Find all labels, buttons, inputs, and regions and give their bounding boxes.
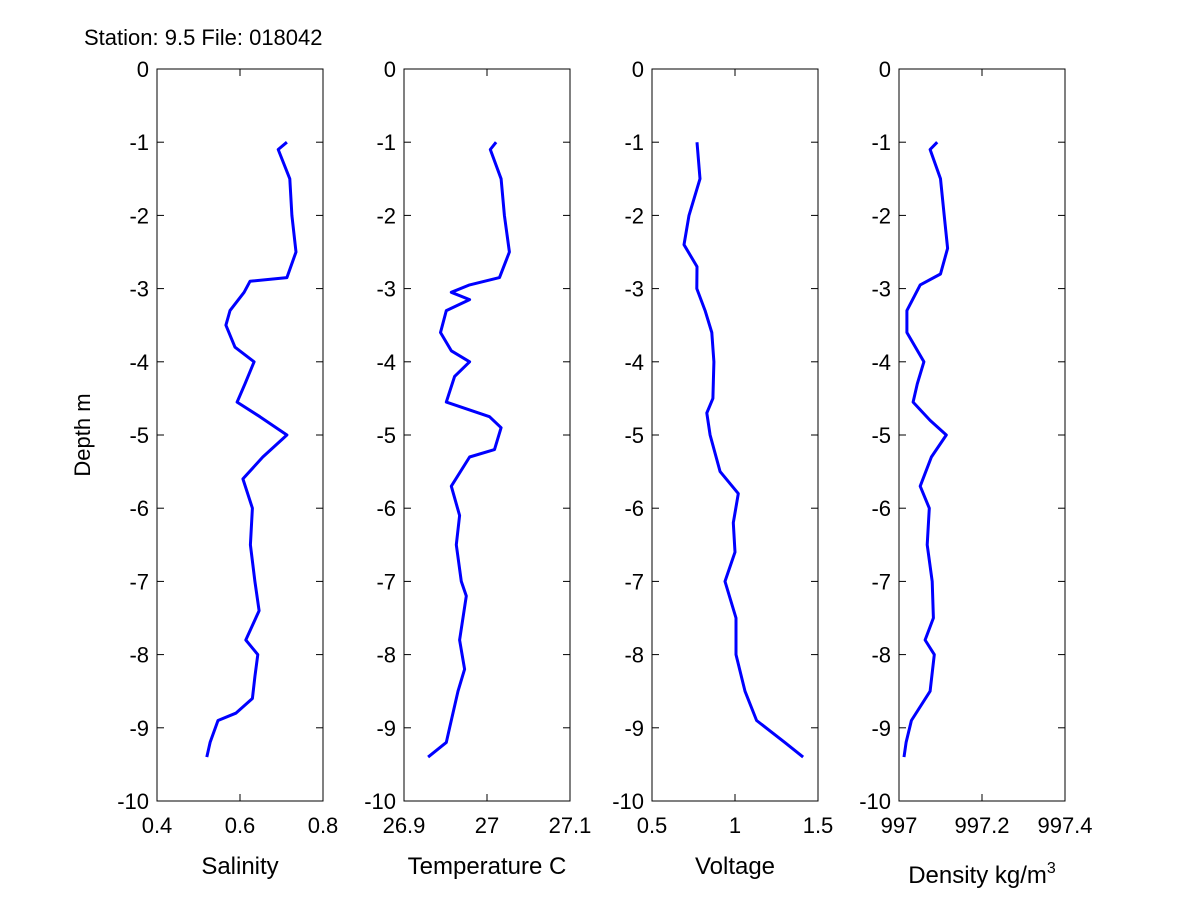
x-tick-label: 1.5 bbox=[803, 813, 834, 838]
x-tick-label: 1 bbox=[729, 813, 741, 838]
y-tick-label: -6 bbox=[376, 496, 396, 521]
y-tick-label: 0 bbox=[137, 57, 149, 82]
y-tick-label: -7 bbox=[624, 569, 644, 594]
y-tick-label: -6 bbox=[129, 496, 149, 521]
y-tick-label: -3 bbox=[129, 277, 149, 302]
y-tick-label: -5 bbox=[129, 423, 149, 448]
y-tick-label: -1 bbox=[624, 130, 644, 155]
x-tick-label: 0.4 bbox=[142, 813, 173, 838]
y-tick-label: -7 bbox=[376, 569, 396, 594]
y-tick-label: -10 bbox=[364, 789, 396, 814]
x-axis-label: Temperature C bbox=[408, 853, 567, 880]
y-tick-label: -6 bbox=[871, 496, 891, 521]
y-tick-label: -8 bbox=[376, 643, 396, 668]
x-axis-label: Voltage bbox=[695, 853, 775, 880]
x-tick-label: 997.4 bbox=[1037, 813, 1092, 838]
x-tick-label: 997.2 bbox=[954, 813, 1009, 838]
y-tick-label: -10 bbox=[117, 789, 149, 814]
y-tick-label: -3 bbox=[376, 277, 396, 302]
x-tick-label: 26.9 bbox=[383, 813, 426, 838]
y-tick-label: 0 bbox=[632, 57, 644, 82]
x-tick-label: 27.1 bbox=[549, 813, 592, 838]
profile-line-voltage bbox=[682, 142, 805, 759]
y-tick-label: -4 bbox=[624, 350, 644, 375]
y-tick-label: -7 bbox=[129, 569, 149, 594]
y-tick-label: -2 bbox=[376, 203, 396, 228]
y-tick-label: -2 bbox=[871, 203, 891, 228]
y-tick-label: -10 bbox=[612, 789, 644, 814]
profile-line-salinity bbox=[205, 141, 298, 758]
figure-title: Station: 9.5 File: 018042 bbox=[84, 25, 323, 50]
y-tick-label: -9 bbox=[376, 716, 396, 741]
y-tick-label: -9 bbox=[129, 716, 149, 741]
y-tick-label: -3 bbox=[871, 277, 891, 302]
y-tick-label: 0 bbox=[384, 57, 396, 82]
y-tick-label: -1 bbox=[129, 130, 149, 155]
y-tick-label: -8 bbox=[871, 643, 891, 668]
y-tick-label: -6 bbox=[624, 496, 644, 521]
y-tick-label: -2 bbox=[624, 203, 644, 228]
y-tick-label: -5 bbox=[376, 423, 396, 448]
x-tick-label: 0.8 bbox=[308, 813, 339, 838]
y-tick-label: -8 bbox=[624, 643, 644, 668]
y-tick-label: -9 bbox=[871, 716, 891, 741]
y-tick-label: -4 bbox=[871, 350, 891, 375]
y-tick-label: 0 bbox=[879, 57, 891, 82]
y-tick-label: -3 bbox=[624, 277, 644, 302]
axes-box bbox=[403, 68, 571, 802]
x-tick-label: 0.5 bbox=[637, 813, 668, 838]
y-tick-label: -10 bbox=[859, 789, 891, 814]
y-tick-label: -5 bbox=[871, 423, 891, 448]
x-axis-label: Density kg/m3 bbox=[908, 860, 1056, 889]
y-tick-label: -9 bbox=[624, 716, 644, 741]
subplot-1: 0 -1 -2 -3 -4 -5 -6 -7 -8 -9 -100.4 0.6 0.8 Salinity bbox=[117, 57, 338, 880]
y-tick-label: -7 bbox=[871, 569, 891, 594]
y-axis-label: Depth m bbox=[70, 393, 95, 476]
y-tick-label: -1 bbox=[871, 130, 891, 155]
profile-line-temperature bbox=[427, 141, 511, 759]
x-tick-label: 27 bbox=[475, 813, 499, 838]
x-tick-label: 997 bbox=[881, 813, 918, 838]
y-tick-label: -8 bbox=[129, 643, 149, 668]
x-tick-label: 0.6 bbox=[225, 813, 256, 838]
subplot-3: 0 -1 -2 -3 -4 -5 -6 -7 -8 -9 -100.5 1 1.5 Voltage bbox=[612, 57, 833, 880]
axes-box bbox=[156, 68, 324, 802]
y-tick-label: -1 bbox=[376, 130, 396, 155]
x-axis-label: Salinity bbox=[201, 853, 278, 880]
axes-box bbox=[651, 68, 819, 802]
y-tick-label: -4 bbox=[376, 350, 396, 375]
y-tick-label: -4 bbox=[129, 350, 149, 375]
axes-box bbox=[898, 68, 1066, 802]
profile-line-density bbox=[902, 141, 950, 758]
y-tick-label: -2 bbox=[129, 203, 149, 228]
y-tick-label: -5 bbox=[624, 423, 644, 448]
